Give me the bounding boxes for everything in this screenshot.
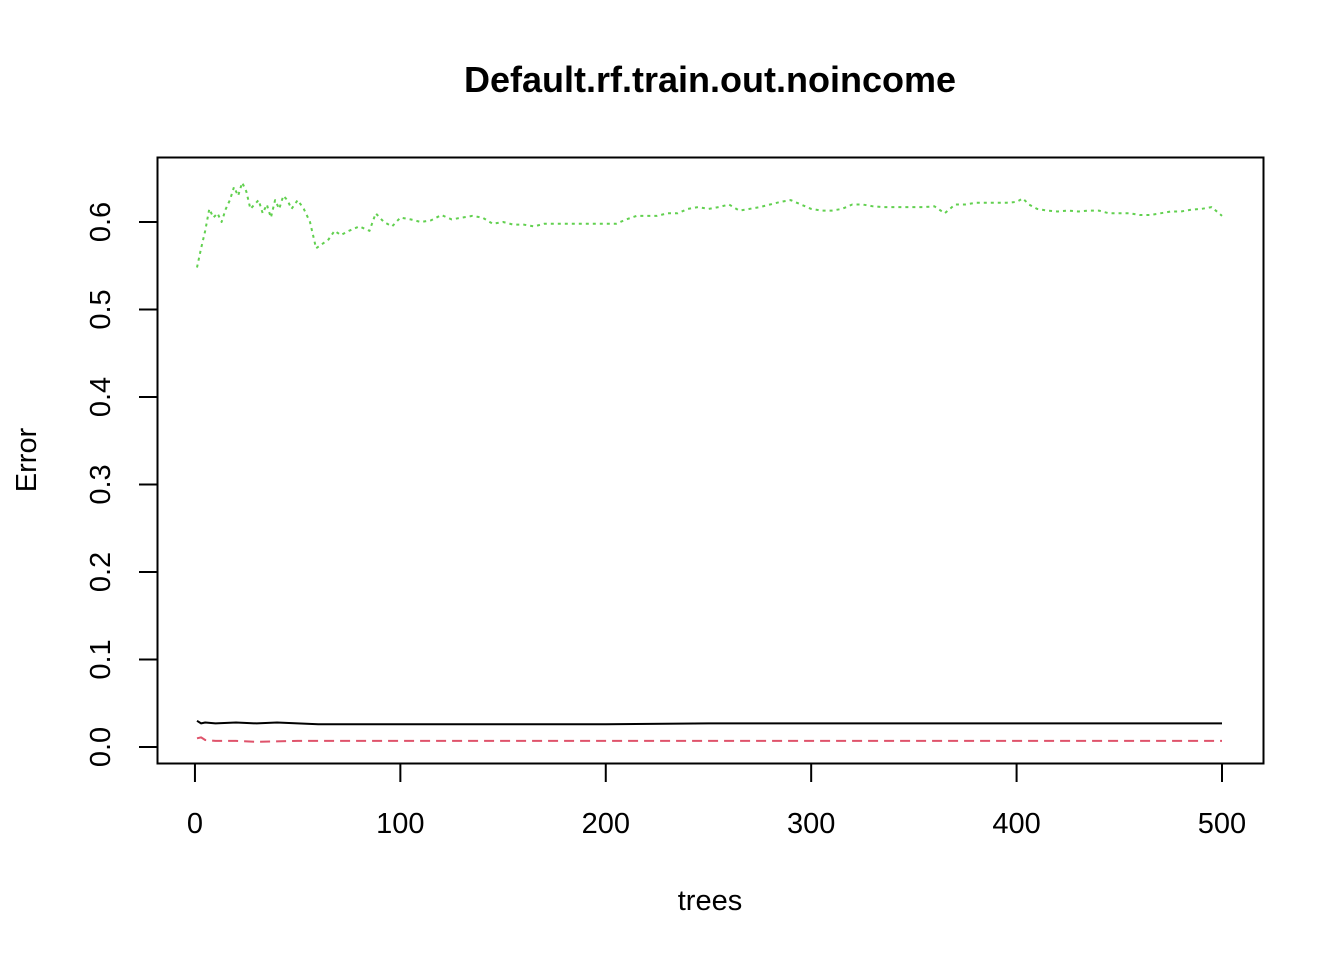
y-tick-label: 0.6 [85, 202, 117, 242]
chart-title: Default.rf.train.out.noincome [464, 59, 956, 100]
y-tick-label: 0.2 [85, 552, 117, 592]
y-tick-label: 0.1 [85, 639, 117, 679]
x-axis-label: trees [678, 885, 742, 917]
y-axis-label: Error [11, 427, 43, 492]
x-tick-label: 400 [992, 808, 1040, 840]
series-line-2 [196, 736, 1222, 743]
x-tick-label: 300 [787, 808, 835, 840]
y-tick-label: 0.4 [85, 377, 117, 417]
x-tick-label: 500 [1198, 808, 1246, 840]
x-tick-label: 100 [376, 808, 424, 840]
series-line-1 [196, 719, 1222, 726]
x-tick-label: 0 [187, 808, 203, 840]
y-tick-label: 0.5 [85, 289, 117, 329]
y-axis: 0.0 0.1 0.2 0.3 0.4 0.5 0.6 [85, 202, 159, 767]
y-tick-label: 0.0 [85, 727, 117, 767]
series-line-3 [196, 181, 1223, 268]
x-axis: 0 100 200 300 400 500 [187, 762, 1246, 840]
x-tick-label: 200 [582, 808, 630, 840]
series-layer [196, 181, 1223, 743]
y-tick-label: 0.3 [85, 464, 117, 504]
plot-frame [156, 156, 1265, 765]
